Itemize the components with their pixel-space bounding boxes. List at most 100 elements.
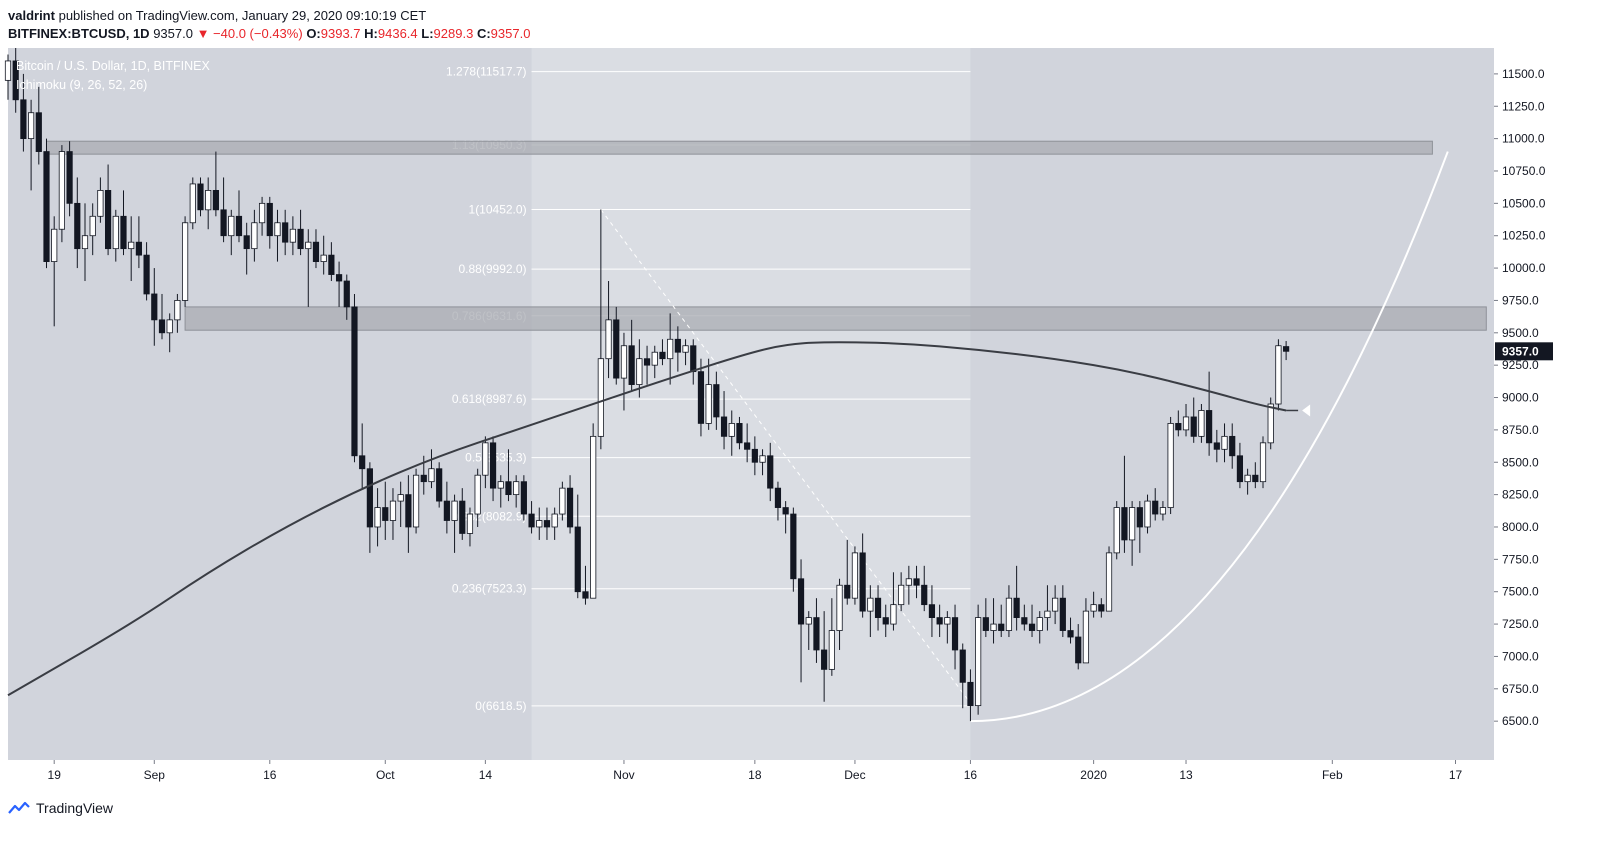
symbol-label: BITFINEX:BTCUSD, 1D	[8, 26, 150, 41]
candle-107	[828, 630, 835, 670]
candle-26	[205, 189, 212, 211]
candle-144	[1113, 507, 1120, 554]
candle-158	[1221, 435, 1228, 450]
price-tick-label: 9750.0	[1502, 293, 1539, 307]
time-tick-label: 13	[1179, 768, 1193, 782]
price-chart[interactable]: 1.278(11517.7)1.13(10950.3)1(10452.0)0.8…	[0, 0, 1597, 800]
candle-37	[289, 228, 296, 243]
candle-7	[58, 151, 65, 230]
candle-77	[597, 358, 604, 437]
time-axis-ticks: 19 Sep 16 Oct 14 Nov 18 Dec 16 2020 13 Feb 17	[48, 760, 1462, 782]
open-value: 9393.7	[320, 26, 361, 41]
candle-137	[1059, 597, 1066, 631]
price-tick-label: 7500.0	[1502, 585, 1539, 599]
high-label: H:	[364, 26, 378, 41]
candle-17	[135, 241, 142, 256]
candle-163	[1259, 442, 1267, 483]
candle-66	[513, 481, 520, 496]
candle-110	[851, 552, 859, 599]
candle-149	[1152, 500, 1159, 515]
candle-57	[443, 500, 450, 521]
change-value: ▼ −40.0 (−0.43%)	[196, 26, 303, 41]
time-axis[interactable]	[8, 760, 1494, 790]
candle-20	[158, 319, 166, 334]
candle-143	[1105, 552, 1113, 612]
candle-145	[1121, 507, 1128, 541]
last-price-label: 9357.0	[1502, 344, 1539, 358]
candle-164	[1267, 403, 1274, 444]
candle-0	[4, 60, 12, 81]
candle-108	[836, 584, 843, 631]
candle-8	[66, 151, 73, 204]
candle-135	[1044, 610, 1051, 618]
candle-138	[1067, 630, 1074, 638]
author-name[interactable]: valdrint	[8, 8, 55, 23]
fib-label-8: 0.236(7523.3)	[452, 582, 527, 596]
time-tick-label: 18	[748, 768, 762, 782]
ma-arrow-icon	[1302, 404, 1311, 417]
candle-83	[643, 358, 651, 366]
candle-159	[1229, 435, 1236, 457]
candle-75	[582, 591, 589, 599]
price-tick-label: 11500.0	[1502, 67, 1545, 81]
candle-127	[982, 617, 989, 631]
candle-119	[921, 584, 928, 606]
candle-1	[12, 60, 19, 101]
brand-label[interactable]: TradingView	[36, 800, 114, 816]
candle-99	[767, 455, 774, 489]
candle-85	[659, 351, 666, 360]
candle-80	[620, 345, 628, 379]
candle-45	[351, 306, 358, 457]
candle-23	[181, 222, 189, 301]
candle-50	[389, 500, 397, 521]
candle-24	[189, 183, 196, 224]
published-text: published on TradingView.com, January 29…	[58, 8, 427, 23]
price-axis-ticks: 11500.0 11250.0 11000.0 10750.0 10500.0 10250…	[1494, 67, 1553, 728]
candle-30	[235, 215, 243, 237]
tradingview-logo-icon[interactable]	[8, 800, 30, 816]
candle-5	[43, 151, 50, 262]
candle-157	[1213, 442, 1220, 450]
candle-32	[251, 222, 258, 250]
time-tick-label: 14	[479, 768, 493, 782]
price-tick-label: 10750.0	[1502, 164, 1546, 178]
candle-118	[913, 578, 920, 586]
price-tick-label: 10250.0	[1502, 229, 1546, 243]
moving-average-line	[7, 341, 1287, 697]
candle-125	[967, 681, 974, 707]
last-value: 9357.0	[153, 26, 193, 41]
price-tick-label: 9500.0	[1502, 326, 1539, 340]
candle-113	[874, 597, 882, 619]
candle-69	[536, 520, 543, 528]
candle-38	[297, 228, 304, 250]
candle-91	[705, 384, 712, 424]
candle-54	[420, 474, 427, 483]
fib-zone-background	[531, 48, 971, 760]
candle-29	[228, 215, 235, 237]
candle-92	[713, 384, 720, 418]
candle-102	[790, 513, 797, 580]
candle-51	[397, 494, 404, 502]
drawings	[600, 151, 1449, 723]
candle-100	[774, 487, 782, 508]
candle-95	[736, 423, 743, 444]
candle-142	[1098, 604, 1105, 612]
candle-18	[143, 254, 150, 295]
price-tick-label: 11250.0	[1502, 99, 1545, 113]
resistance-zone-0	[45, 140, 1433, 155]
candle-52	[405, 494, 412, 528]
candle-12	[97, 189, 104, 217]
candle-88	[682, 345, 689, 353]
candle-153	[1182, 416, 1190, 431]
candle-72	[559, 487, 566, 515]
candle-97	[751, 448, 758, 463]
fib-label-9: 0(6618.5)	[475, 699, 526, 713]
price-axis[interactable]	[1494, 48, 1597, 760]
price-tick-label: 6750.0	[1502, 682, 1539, 696]
footer: TradingView	[8, 800, 113, 816]
candle-6	[51, 228, 58, 262]
candle-36	[282, 222, 289, 243]
candle-53	[412, 474, 420, 528]
candle-117	[905, 578, 912, 586]
candle-82	[636, 358, 643, 385]
